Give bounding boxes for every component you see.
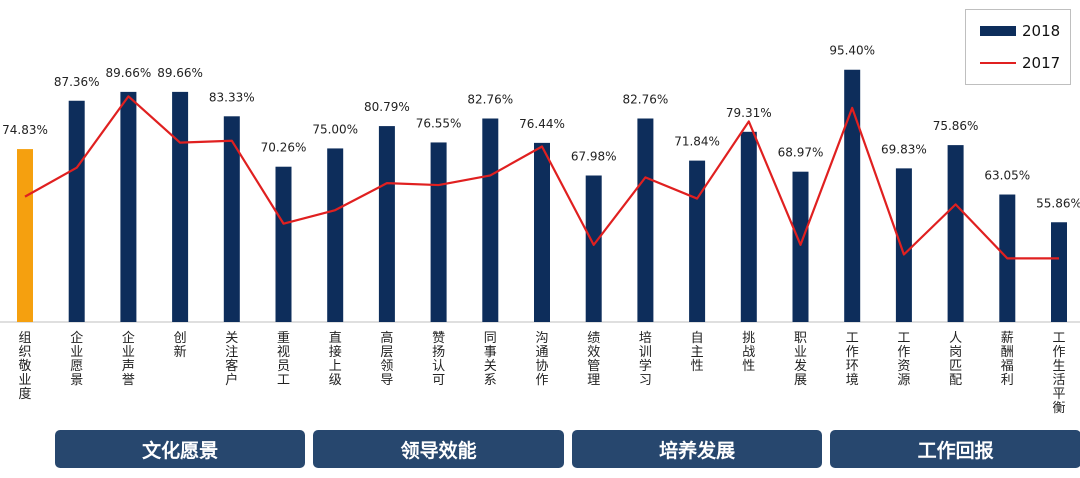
data-label-2018: 95.40% xyxy=(829,44,875,58)
category-label: 创新 xyxy=(174,331,187,360)
bar-2018 xyxy=(895,168,912,322)
group-label: 培养发展 xyxy=(571,430,823,468)
bar-2018 xyxy=(223,116,240,322)
data-label-2018: 55.86% xyxy=(1036,196,1080,210)
legend-swatch-2017 xyxy=(980,62,1016,64)
bar-2018 xyxy=(17,149,33,322)
category-label: 企业愿景 xyxy=(70,330,83,388)
data-label-2018: 67.98% xyxy=(571,150,617,164)
legend-item-2018: 2018 xyxy=(980,20,1060,42)
legend-swatch-2018 xyxy=(980,26,1016,36)
category-label: 自主性 xyxy=(691,331,704,374)
chart: 74.83% 87.36% 89.66% 89.66% 83.33% 70.26% 75.0… xyxy=(0,44,1080,416)
bar-2018 xyxy=(585,175,602,322)
bar-2018 xyxy=(120,91,137,322)
bar-2018 xyxy=(378,126,395,323)
category-label: 赞扬认可 xyxy=(432,331,445,388)
data-label-2018: 68.97% xyxy=(778,146,824,160)
bar-2018 xyxy=(1051,222,1067,322)
data-label-2018: 75.86% xyxy=(933,119,979,133)
category-label: 高层领导 xyxy=(380,330,393,388)
legend-item-2017: 2017 xyxy=(980,52,1060,74)
category-label: 重视员工 xyxy=(277,330,290,388)
category-label: 绩效管理 xyxy=(587,331,600,388)
category-label: 挑战性 xyxy=(742,331,755,374)
category-label: 工作资源 xyxy=(897,331,910,388)
data-label-2018: 89.66% xyxy=(106,66,152,80)
data-label-2018: 82.76% xyxy=(467,92,513,106)
data-label-2018: 82.76% xyxy=(623,92,669,106)
bar-2018 xyxy=(689,160,706,322)
category-label: 组织敬业度 xyxy=(18,331,31,402)
category-label: 沟通协作 xyxy=(535,331,548,388)
category-label: 直接上级 xyxy=(329,331,342,388)
bar-2018 xyxy=(327,148,344,322)
data-label-2018: 74.83% xyxy=(2,123,48,137)
category-label: 工作生活平衡 xyxy=(1052,331,1065,416)
legend-label-2018: 2018 xyxy=(1022,22,1061,40)
category-label: 工作环境 xyxy=(846,331,859,388)
bar-2018 xyxy=(947,145,964,322)
bar-2018 xyxy=(534,142,550,322)
category-label: 培训学习 xyxy=(639,330,652,388)
category-label: 人岗匹配 xyxy=(949,331,962,388)
data-label-2018: 83.33% xyxy=(209,90,255,104)
category-label: 同事关系 xyxy=(484,331,497,388)
bar-2018 xyxy=(844,69,861,322)
group-label: 工作回报 xyxy=(830,430,1080,468)
data-label-2018: 76.55% xyxy=(416,116,462,130)
data-label-2018: 71.84% xyxy=(674,135,720,149)
legend-label-2017: 2017 xyxy=(1022,54,1061,72)
bar-2018 xyxy=(637,118,654,322)
bar-2018 xyxy=(172,91,189,322)
data-label-2018: 87.36% xyxy=(54,75,100,89)
bar-2018 xyxy=(68,100,85,322)
data-label-2018: 75.00% xyxy=(312,122,358,136)
category-label: 职业发展 xyxy=(794,331,807,388)
category-label: 关注客户 xyxy=(225,331,238,388)
bar-2018 xyxy=(740,131,757,322)
bar-2018 xyxy=(482,118,499,322)
data-label-2018: 69.83% xyxy=(881,142,927,156)
data-label-2018: 80.79% xyxy=(364,100,410,114)
data-label-2018: 63.05% xyxy=(984,169,1030,183)
bar-2018 xyxy=(430,142,447,322)
group-label: 文化愿景 xyxy=(54,430,306,468)
category-label: 企业声誉 xyxy=(122,330,135,388)
bar-2018 xyxy=(792,171,809,322)
data-label-2018: 79.31% xyxy=(726,106,772,120)
data-label-2018: 70.26% xyxy=(261,141,307,155)
data-label-2018: 89.66% xyxy=(157,66,203,80)
bar-2018 xyxy=(275,166,292,322)
legend: 2018 2017 xyxy=(965,9,1071,85)
group-label: 领导效能 xyxy=(313,430,564,468)
category-label: 薪酬福利 xyxy=(1001,331,1014,388)
data-label-2018: 76.44% xyxy=(519,117,565,131)
